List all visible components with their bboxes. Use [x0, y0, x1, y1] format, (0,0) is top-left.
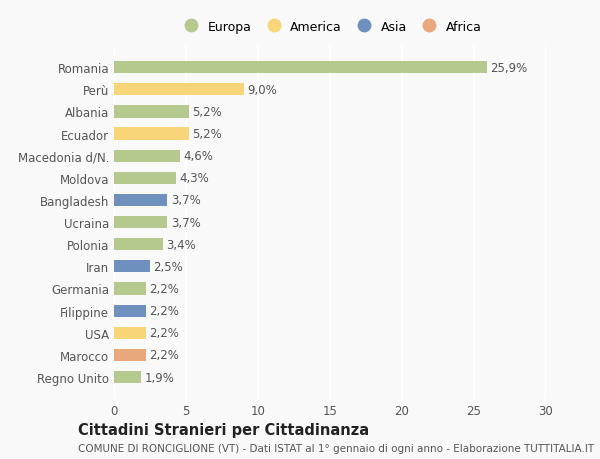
- Bar: [114, 305, 146, 317]
- Text: 5,2%: 5,2%: [193, 106, 222, 119]
- Bar: [114, 283, 146, 295]
- Bar: [114, 239, 163, 251]
- Text: 3,4%: 3,4%: [167, 238, 196, 251]
- Legend: Europa, America, Asia, Africa: Europa, America, Asia, Africa: [175, 17, 485, 37]
- Text: 5,2%: 5,2%: [193, 128, 222, 141]
- Text: 3,7%: 3,7%: [171, 216, 200, 229]
- Text: 2,5%: 2,5%: [154, 260, 184, 273]
- Bar: [114, 327, 146, 339]
- Text: 25,9%: 25,9%: [491, 62, 528, 74]
- Bar: [114, 349, 146, 361]
- Text: 9,0%: 9,0%: [247, 84, 277, 96]
- Bar: [114, 217, 167, 229]
- Text: COMUNE DI RONCIGLIONE (VT) - Dati ISTAT al 1° gennaio di ogni anno - Elaborazion: COMUNE DI RONCIGLIONE (VT) - Dati ISTAT …: [78, 443, 594, 453]
- Bar: [114, 261, 150, 273]
- Text: 1,9%: 1,9%: [145, 371, 175, 384]
- Text: 2,2%: 2,2%: [149, 326, 179, 340]
- Bar: [114, 106, 189, 118]
- Text: 2,2%: 2,2%: [149, 304, 179, 318]
- Bar: [114, 173, 176, 185]
- Text: 2,2%: 2,2%: [149, 282, 179, 295]
- Text: 4,6%: 4,6%: [184, 150, 214, 163]
- Bar: [114, 84, 244, 96]
- Bar: [114, 195, 167, 207]
- Bar: [114, 150, 180, 162]
- Bar: [114, 371, 142, 383]
- Text: 2,2%: 2,2%: [149, 349, 179, 362]
- Text: Cittadini Stranieri per Cittadinanza: Cittadini Stranieri per Cittadinanza: [78, 422, 369, 437]
- Text: 4,3%: 4,3%: [179, 172, 209, 185]
- Bar: [114, 62, 487, 74]
- Text: 3,7%: 3,7%: [171, 194, 200, 207]
- Bar: [114, 128, 189, 140]
